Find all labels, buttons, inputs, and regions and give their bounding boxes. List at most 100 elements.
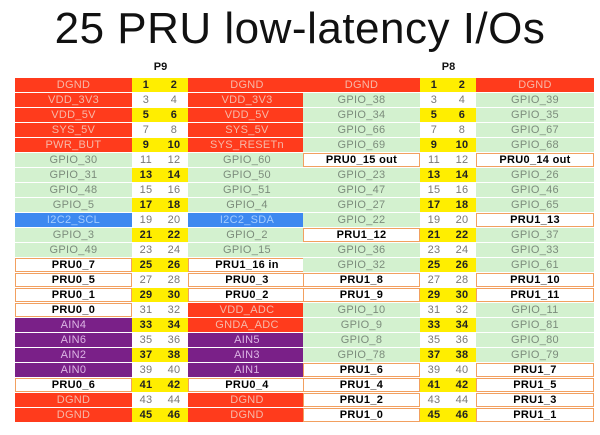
pin-label: PRU1_9 bbox=[303, 288, 420, 302]
pin-number: 24 bbox=[448, 243, 476, 257]
pin-number: 16 bbox=[448, 183, 476, 197]
pin-number: 32 bbox=[160, 303, 188, 317]
pin-number: 2 bbox=[448, 78, 476, 92]
pin-label: GPIO_80 bbox=[476, 333, 594, 347]
pin-number: 12 bbox=[160, 153, 188, 167]
pin-number: 27 bbox=[420, 273, 448, 287]
pin-number: 4 bbox=[448, 93, 476, 107]
pin-label: PRU1_10 bbox=[476, 273, 594, 287]
pin-label: GPIO_10 bbox=[303, 303, 420, 317]
pin-label: PRU1_12 bbox=[303, 228, 420, 242]
pin-number: 42 bbox=[448, 378, 476, 392]
pin-label: GPIO_60 bbox=[188, 153, 306, 167]
pin-label: GPIO_69 bbox=[303, 138, 420, 152]
pin-label: GNDA_ADC bbox=[188, 318, 306, 332]
pin-label: PRU1_2 bbox=[303, 393, 420, 407]
pin-label: GPIO_81 bbox=[476, 318, 594, 332]
pin-number: 34 bbox=[448, 318, 476, 332]
pin-label: GPIO_11 bbox=[476, 303, 594, 317]
pin-label: GPIO_47 bbox=[303, 183, 420, 197]
pin-label: GPIO_31 bbox=[15, 168, 132, 182]
pin-number: 23 bbox=[420, 243, 448, 257]
pin-label: I2C2_SCL bbox=[15, 213, 132, 227]
pin-label: PRU1_1 bbox=[476, 408, 594, 422]
pin-label: DGND bbox=[188, 408, 306, 422]
pin-label: AIN3 bbox=[188, 348, 306, 362]
pin-label: PRU0_5 bbox=[15, 273, 132, 287]
pin-label: AIN1 bbox=[188, 363, 306, 377]
pin-number: 43 bbox=[132, 393, 160, 407]
pin-number: 17 bbox=[420, 198, 448, 212]
pin-number: 11 bbox=[132, 153, 160, 167]
pin-label: GPIO_23 bbox=[303, 168, 420, 182]
pin-label: VDD_5V bbox=[15, 108, 132, 122]
pin-number: 2 bbox=[160, 78, 188, 92]
pin-label: I2C2_SDA bbox=[188, 213, 306, 227]
pin-label: PRU1_7 bbox=[476, 363, 594, 377]
pin-label: DGND bbox=[188, 393, 306, 407]
pin-number: 3 bbox=[132, 93, 160, 107]
header-label: P8 bbox=[441, 61, 456, 73]
pin-number: 19 bbox=[132, 213, 160, 227]
pin-label: GPIO_34 bbox=[303, 108, 420, 122]
pin-number: 38 bbox=[448, 348, 476, 362]
pin-label: PRU1_6 bbox=[303, 363, 420, 377]
pin-number: 33 bbox=[420, 318, 448, 332]
pin-label: GPIO_79 bbox=[476, 348, 594, 362]
pin-label: PRU1_13 bbox=[476, 213, 594, 227]
pin-label: PRU0_3 bbox=[188, 273, 306, 287]
pin-label: GPIO_30 bbox=[15, 153, 132, 167]
pin-number: 18 bbox=[160, 198, 188, 212]
pin-number: 37 bbox=[420, 348, 448, 362]
pin-label: GPIO_37 bbox=[476, 228, 594, 242]
pin-number: 36 bbox=[160, 333, 188, 347]
pin-label: DGND bbox=[188, 78, 306, 92]
pin-label: GPIO_8 bbox=[303, 333, 420, 347]
pin-number: 10 bbox=[448, 138, 476, 152]
pin-number: 31 bbox=[132, 303, 160, 317]
pin-number: 21 bbox=[420, 228, 448, 242]
pin-number: 25 bbox=[132, 258, 160, 272]
pin-number: 41 bbox=[420, 378, 448, 392]
pin-number: 9 bbox=[420, 138, 448, 152]
pin-number: 20 bbox=[160, 213, 188, 227]
pin-number: 13 bbox=[420, 168, 448, 182]
pin-label: PRU1_0 bbox=[303, 408, 420, 422]
pin-label: PWR_BUT bbox=[15, 138, 132, 152]
pin-number: 13 bbox=[132, 168, 160, 182]
pin-number: 30 bbox=[448, 288, 476, 302]
pin-label: GPIO_65 bbox=[476, 198, 594, 212]
pin-number: 28 bbox=[160, 273, 188, 287]
pin-number: 31 bbox=[420, 303, 448, 317]
pin-label: PRU0_2 bbox=[188, 288, 306, 302]
pin-number: 26 bbox=[160, 258, 188, 272]
pin-number: 28 bbox=[448, 273, 476, 287]
pin-number: 21 bbox=[132, 228, 160, 242]
pin-number: 16 bbox=[160, 183, 188, 197]
pin-number: 10 bbox=[160, 138, 188, 152]
pin-label: GPIO_49 bbox=[15, 243, 132, 257]
pin-number: 41 bbox=[132, 378, 160, 392]
pin-number: 20 bbox=[448, 213, 476, 227]
pin-number: 29 bbox=[132, 288, 160, 302]
pin-number: 33 bbox=[132, 318, 160, 332]
pin-number: 26 bbox=[448, 258, 476, 272]
pin-label: VDD_ADC bbox=[188, 303, 306, 317]
pin-label: PRU0_4 bbox=[188, 378, 306, 392]
pin-label: AIN2 bbox=[15, 348, 132, 362]
pin-label: GPIO_67 bbox=[476, 123, 594, 137]
pin-label: PRU1_11 bbox=[476, 288, 594, 302]
pin-label: PRU1_4 bbox=[303, 378, 420, 392]
pin-number: 17 bbox=[132, 198, 160, 212]
pin-number: 5 bbox=[132, 108, 160, 122]
pin-number: 36 bbox=[448, 333, 476, 347]
pin-label: AIN5 bbox=[188, 333, 306, 347]
pin-label: GPIO_15 bbox=[188, 243, 306, 257]
pin-label: GPIO_46 bbox=[476, 183, 594, 197]
pin-label: GPIO_36 bbox=[303, 243, 420, 257]
pin-label: GPIO_35 bbox=[476, 108, 594, 122]
pin-label: SYS_5V bbox=[15, 123, 132, 137]
pin-number: 1 bbox=[132, 78, 160, 92]
pin-number: 29 bbox=[420, 288, 448, 302]
pin-label: DGND bbox=[15, 408, 132, 422]
